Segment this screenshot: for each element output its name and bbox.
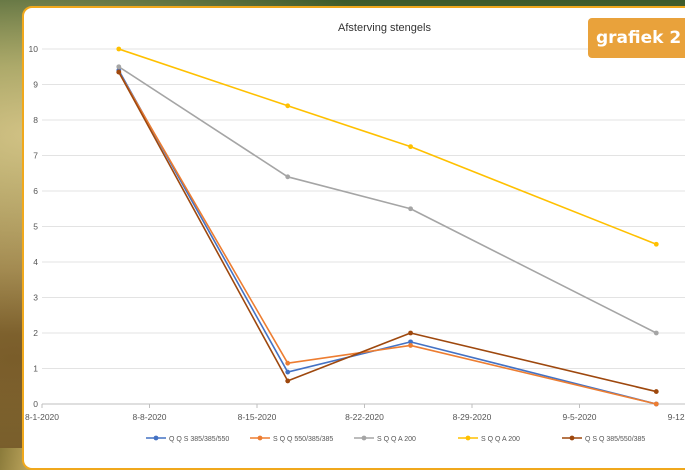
data-point <box>653 241 659 247</box>
legend-marker <box>153 435 159 441</box>
legend-label: S Q Q A 200 <box>377 436 416 443</box>
data-point <box>653 389 659 394</box>
series-line <box>118 48 657 245</box>
chart-title: Afsterving stengels <box>338 22 431 34</box>
data-point <box>408 343 413 348</box>
y-tick-label: 3 <box>33 293 38 303</box>
series-line <box>118 71 657 405</box>
data-point <box>285 103 291 109</box>
data-point <box>285 378 291 384</box>
chart: Afsterving stengels 0 1 2 3 4 5 6 7 8 9 10 8-1-2020… <box>25 22 685 443</box>
data-point <box>116 64 122 70</box>
legend-label: Q Q S 385/385/550 <box>169 436 229 443</box>
y-tick-label: 10 <box>29 44 39 54</box>
y-tick-label: 9 <box>33 80 38 90</box>
legend: Q Q S 385/385/550 S Q Q 550/385/385 S Q Q … <box>146 435 645 443</box>
x-tick-label: 8-22-2020 <box>345 412 384 422</box>
axes: 0 1 2 3 4 5 6 7 8 9 10 8-1-2020 8-8-2020 8-15-2020 8-2… <box>25 44 685 422</box>
y-tick-label: 8 <box>33 115 38 125</box>
x-tick-label: 9-12-2020 <box>668 412 685 422</box>
series-line <box>118 71 657 393</box>
data-point <box>285 360 291 366</box>
legend-marker <box>569 435 575 441</box>
grafiek-badge: grafiek 2 <box>588 18 685 58</box>
legend-label: Q S Q 385/550/385 <box>585 436 645 443</box>
y-tick-label: 4 <box>33 257 38 267</box>
y-tick-label: 2 <box>33 328 38 338</box>
y-tick-label: 1 <box>33 364 38 374</box>
series-line <box>118 66 657 334</box>
legend-label: S Q Q A 200 <box>481 436 520 443</box>
x-tick-label: 8-1-2020 <box>25 412 59 422</box>
data-point <box>285 174 291 180</box>
series-layer <box>116 46 659 407</box>
data-point <box>408 206 413 212</box>
legend-marker <box>361 435 367 441</box>
data-point <box>408 339 413 345</box>
legend-marker <box>465 435 471 441</box>
x-tick-label: 8-29-2020 <box>453 412 492 422</box>
x-tick-label: 8-8-2020 <box>132 412 166 422</box>
grid-lines <box>42 48 685 405</box>
x-tick-label: 9-5-2020 <box>562 412 596 422</box>
y-tick-label: 6 <box>33 186 38 196</box>
legend-label: S Q Q 550/385/385 <box>273 436 333 443</box>
y-tick-label: 5 <box>33 222 38 232</box>
data-point <box>116 69 122 75</box>
data-point <box>408 330 413 336</box>
data-point <box>285 369 291 375</box>
chart-card: Afsterving stengels 0 1 2 3 4 5 6 7 8 9 10 8-1-2020… <box>22 6 685 470</box>
y-tick-label: 7 <box>33 151 38 161</box>
data-point <box>653 401 659 407</box>
x-tick-label: 8-15-2020 <box>238 412 277 422</box>
data-point <box>116 46 122 52</box>
y-tick-label: 0 <box>33 399 38 409</box>
data-point <box>653 330 659 336</box>
data-point <box>408 144 413 150</box>
legend-marker <box>257 435 263 441</box>
